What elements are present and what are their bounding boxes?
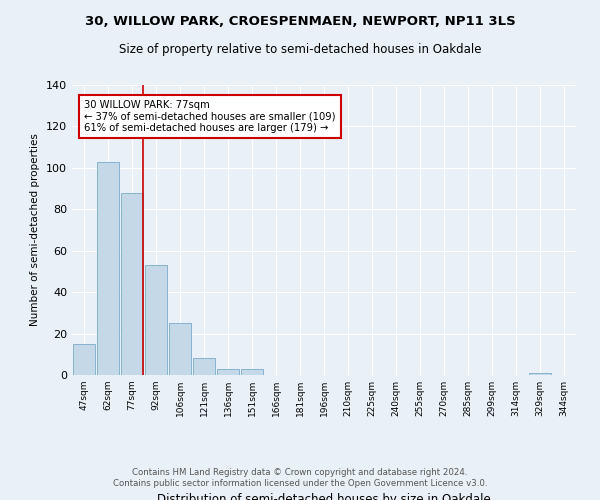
Bar bbox=[241, 369, 263, 375]
Bar bbox=[217, 369, 239, 375]
Bar bbox=[121, 192, 143, 375]
Bar bbox=[193, 358, 215, 375]
Text: 30, WILLOW PARK, CROESPENMAEN, NEWPORT, NP11 3LS: 30, WILLOW PARK, CROESPENMAEN, NEWPORT, … bbox=[85, 15, 515, 28]
Bar bbox=[169, 323, 191, 375]
Text: 30 WILLOW PARK: 77sqm
← 37% of semi-detached houses are smaller (109)
61% of sem: 30 WILLOW PARK: 77sqm ← 37% of semi-deta… bbox=[84, 100, 336, 132]
Text: Size of property relative to semi-detached houses in Oakdale: Size of property relative to semi-detach… bbox=[119, 42, 481, 56]
Text: Contains HM Land Registry data © Crown copyright and database right 2024.
Contai: Contains HM Land Registry data © Crown c… bbox=[113, 468, 487, 487]
Bar bbox=[145, 265, 167, 375]
Bar bbox=[97, 162, 119, 375]
Bar bbox=[73, 344, 95, 375]
Y-axis label: Number of semi-detached properties: Number of semi-detached properties bbox=[31, 134, 40, 326]
X-axis label: Distribution of semi-detached houses by size in Oakdale: Distribution of semi-detached houses by … bbox=[157, 492, 491, 500]
Bar bbox=[529, 373, 551, 375]
